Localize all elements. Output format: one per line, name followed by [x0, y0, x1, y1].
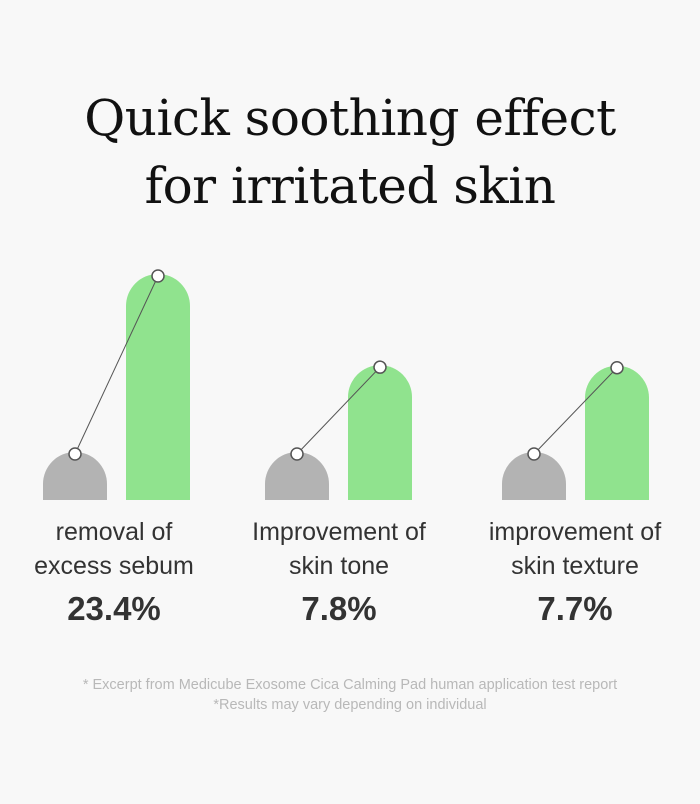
category-label-3: improvement of skin texture — [455, 515, 695, 583]
category-label-2-line-1: Improvement of — [252, 518, 426, 546]
after-marker-3 — [610, 360, 624, 375]
page-title: Quick soothing effect for irritated skin — [0, 84, 700, 220]
before-marker-3 — [527, 447, 541, 461]
before-bar-2 — [265, 452, 329, 500]
after-marker-1 — [151, 269, 165, 283]
category-label-2: Improvement of skin tone — [219, 515, 459, 583]
after-bar-2 — [348, 365, 412, 500]
value-label-1: 23.4% — [67, 590, 161, 627]
after-bar-1 — [126, 274, 190, 500]
before-bar-1 — [43, 452, 107, 500]
category-label-1-line-2: excess sebum — [34, 552, 194, 580]
footnote-disclaimer: *Results may vary depending on individua… — [213, 697, 487, 713]
footnote-source: * Excerpt from Medicube Exosome Cica Cal… — [82, 677, 618, 693]
before-marker-1 — [68, 447, 82, 461]
connector-line-1 — [74, 275, 159, 455]
category-label-3-line-2: skin texture — [511, 552, 639, 580]
connector-line-3 — [533, 367, 618, 455]
category-label-1-line-1: removal of — [55, 518, 173, 546]
category-label-3-line-1: improvement of — [488, 518, 662, 546]
connector-line-2 — [296, 366, 381, 455]
after-marker-2 — [373, 360, 387, 374]
category-label-1: removal of excess sebum — [0, 515, 234, 583]
footnote: * Excerpt from Medicube Exosome Cica Cal… — [0, 675, 700, 715]
after-bar-3 — [585, 365, 649, 500]
before-marker-2 — [290, 447, 304, 461]
category-label-2-line-2: skin tone — [288, 552, 390, 580]
value-label-2: 7.8% — [301, 590, 377, 627]
value-label-3: 7.7% — [537, 590, 613, 627]
before-bar-3 — [502, 452, 566, 500]
title-line-2: for irritated skin — [144, 157, 556, 215]
title-line-1: Quick soothing effect — [84, 89, 616, 147]
